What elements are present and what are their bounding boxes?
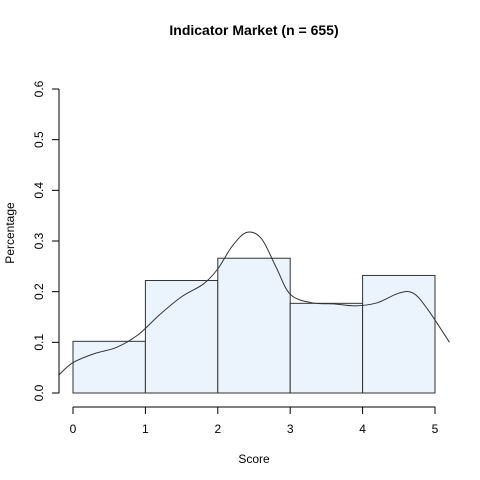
x-tick-label-1: 1	[142, 422, 149, 436]
y-axis: 0.0 0.1 0.2 0.3 0.4 0.5 0.6	[32, 80, 60, 401]
x-tick-label-4: 4	[359, 422, 366, 436]
y-tick-label-5: 0.5	[32, 131, 46, 148]
x-tick-label-3: 3	[287, 422, 294, 436]
y-axis-label: Percentage	[3, 202, 17, 264]
histogram-bar-1	[144, 280, 219, 394]
density-curve	[58, 231, 450, 376]
x-tick-label-5: 5	[432, 422, 439, 436]
chart-title: Indicator Market (n = 655)	[169, 22, 338, 38]
x-axis-label: Score	[238, 452, 270, 466]
y-tick-label-6: 0.6	[32, 80, 46, 97]
histogram-bar-4	[362, 274, 436, 394]
x-axis: 0 1 2 3 4 5	[70, 406, 439, 436]
histogram-bar-2	[217, 257, 291, 394]
y-tick-label-0: 0.0	[32, 384, 46, 401]
x-tick-label-2: 2	[214, 422, 221, 436]
y-tick-label-2: 0.2	[32, 283, 46, 300]
y-tick-label-3: 0.3	[32, 232, 46, 249]
y-tick-label-1: 0.1	[32, 334, 46, 351]
histogram-bar-0	[72, 340, 146, 394]
x-tick-label-0: 0	[70, 422, 77, 436]
histogram-bar-3	[289, 302, 364, 394]
y-tick-label-4: 0.4	[32, 182, 46, 199]
